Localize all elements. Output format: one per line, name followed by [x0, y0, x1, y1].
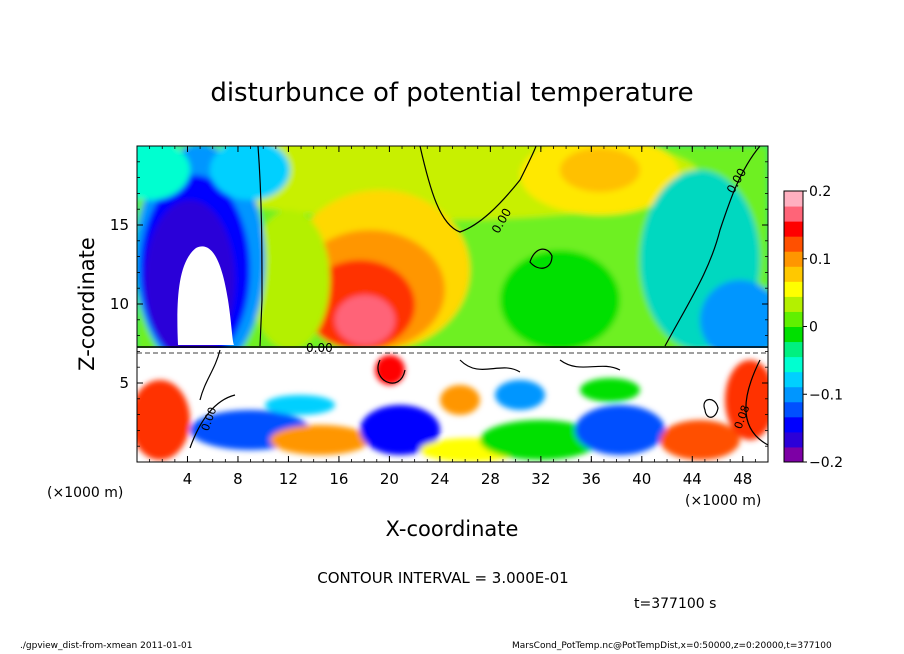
colorbar-swatch	[784, 416, 803, 433]
white-plume	[177, 246, 234, 345]
x-tick-label: 8	[233, 470, 243, 488]
plot-area	[137, 146, 768, 462]
colorbar-swatch	[784, 296, 803, 312]
colorbar-swatch	[784, 326, 803, 343]
y-axis: 5 10 15	[110, 161, 768, 447]
colorbar-swatch	[784, 356, 803, 373]
colorbar-tick-label: 0.2	[809, 184, 831, 200]
time-label: t=377100 s	[634, 596, 716, 612]
x-tick-label: 4	[183, 470, 193, 488]
x-tick-label: 36	[582, 470, 601, 488]
x-tick-label: 44	[683, 470, 702, 488]
colorbar	[784, 191, 803, 463]
colorbar-swatch	[784, 311, 803, 327]
x-axis: 4 8 12 16 20 24 28 32 36 40 44 48	[149, 146, 756, 488]
colorbar-swatch	[784, 386, 803, 403]
chart-title: disturbunce of potential temperature	[210, 78, 693, 108]
colorbar-swatch	[784, 251, 803, 267]
x-tick-label: 24	[430, 470, 449, 488]
contour-label: 0.00	[306, 341, 333, 355]
x-tick-label: 12	[279, 470, 298, 488]
footer-right: MarsCond_PotTemp.nc@PotTempDist,x=0:5000…	[512, 641, 832, 651]
colorbar-swatch	[784, 431, 803, 448]
x-tick-label: 40	[632, 470, 651, 488]
colorbar-swatch	[784, 401, 803, 418]
y-tick-label: 15	[110, 216, 129, 234]
colorbar-swatch	[784, 236, 803, 252]
colorbar-swatch	[784, 266, 803, 282]
colorbar-swatch	[784, 191, 803, 207]
colorbar-swatch	[784, 371, 803, 388]
colorbar-tick-label: −0.2	[809, 455, 843, 471]
colorbar-swatch	[784, 446, 803, 463]
y-tick-label: 5	[119, 374, 129, 392]
contour-lines	[137, 146, 768, 449]
x-unit-right: (×1000 m)	[685, 493, 761, 509]
lower-field	[137, 348, 768, 462]
y-axis-label: Z-coordinate	[75, 237, 99, 371]
colorbar-swatch	[784, 341, 803, 358]
x-tick-label: 48	[733, 470, 752, 488]
x-unit-left: (×1000 m)	[47, 485, 123, 501]
x-tick-label: 20	[380, 470, 399, 488]
contour-interval: CONTOUR INTERVAL = 3.000E-01	[317, 569, 568, 587]
footer-left: ./gpview_dist-from-xmean 2011-01-01	[20, 641, 193, 651]
x-tick-label: 28	[481, 470, 500, 488]
colorbar-ticks: 0.2 0.1 0 −0.1 −0.2	[803, 184, 843, 471]
colorbar-swatch	[784, 206, 803, 222]
colorbar-tick-label: 0	[809, 320, 818, 336]
colorbar-tick-label: 0.1	[809, 252, 831, 268]
colorbar-swatch	[784, 281, 803, 297]
x-tick-label: 32	[531, 470, 550, 488]
colorbar-tick-label: −0.1	[809, 387, 843, 403]
x-axis-label: X-coordinate	[386, 517, 519, 541]
x-tick-label: 16	[329, 470, 348, 488]
colorbar-swatch	[784, 221, 803, 237]
y-tick-label: 10	[110, 295, 129, 313]
